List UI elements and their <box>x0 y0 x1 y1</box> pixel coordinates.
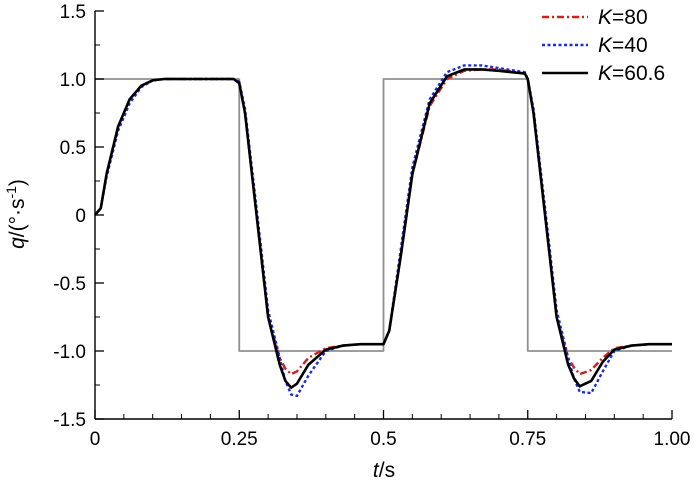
x-axis-label: t/s <box>373 459 395 482</box>
series-line-reference <box>95 78 672 352</box>
y-axis-label: q/(°·s-1) <box>3 179 29 249</box>
x-axis-unit: /s <box>379 459 395 482</box>
y-axis-unit-close: ) <box>6 179 29 186</box>
y-tick-label: 0.5 <box>60 138 86 159</box>
series-line-k-60-6 <box>94 68 672 390</box>
y-tick-label: -0.5 <box>53 274 86 295</box>
y-tick-label: 0 <box>75 206 86 227</box>
y-axis-unit: /(°·s <box>6 199 29 238</box>
axes <box>94 10 673 420</box>
x-tick-label: 0.5 <box>370 429 396 450</box>
x-axis-var: t <box>373 459 380 482</box>
x-tick-label: 1.00 <box>654 429 691 450</box>
x-tick-label: 0.25 <box>221 429 258 450</box>
legend: K=80 K=40 K=60.6 <box>542 6 665 85</box>
y-tick-label: -1.5 <box>53 410 86 431</box>
legend-label: K=60.6 <box>598 62 665 85</box>
y-tick-label: 1.5 <box>60 2 86 23</box>
series-line-k-80 <box>94 68 672 376</box>
legend-label: K=80 <box>598 6 648 29</box>
plot-lines <box>94 64 672 398</box>
legend-label: K=40 <box>598 34 648 57</box>
x-tick-label: 0.75 <box>509 429 546 450</box>
tick-labels: 0 0.25 0.5 0.75 1.00 1.5 1.0 0.5 0 -0.5 -1.0 -1.5 <box>53 2 690 450</box>
y-axis-var: q <box>6 237 29 249</box>
y-axis-unit-sup: -1 <box>3 186 19 199</box>
y-tick-label: 1.0 <box>60 70 86 91</box>
y-tick-label: -1.0 <box>53 342 86 363</box>
x-tick-label: 0 <box>90 429 101 450</box>
